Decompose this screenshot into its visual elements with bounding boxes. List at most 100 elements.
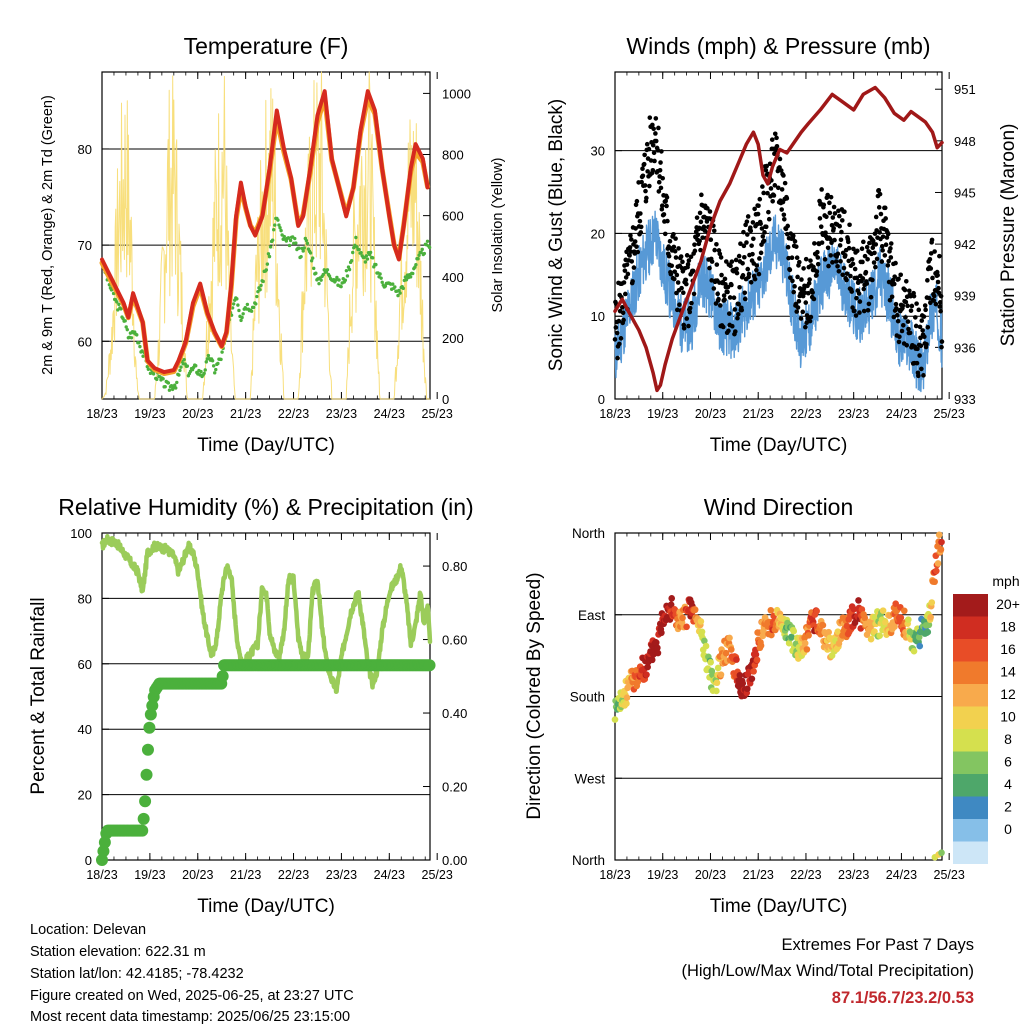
direction-point: [667, 601, 675, 608]
precip-point: [146, 699, 159, 712]
dewpoint-point: [236, 303, 240, 307]
gust-point: [723, 259, 729, 264]
dewpoint-point: [264, 268, 269, 272]
gust-point: [905, 303, 910, 309]
legend-label: 6: [1004, 754, 1012, 770]
gust-point: [664, 203, 669, 209]
gust-point: [779, 207, 784, 212]
direction-point: [698, 628, 706, 636]
gust-point: [865, 256, 870, 262]
gust-point: [803, 324, 808, 330]
gust-series: [612, 115, 945, 379]
gust-point: [736, 311, 741, 317]
gust-point: [634, 244, 639, 249]
gust-point: [742, 296, 748, 302]
gust-point: [660, 175, 665, 181]
gust-point: [933, 301, 939, 307]
x-tick-label: 18/23: [86, 868, 117, 882]
direction-point: [904, 616, 912, 623]
gust-point: [917, 353, 922, 358]
gust-point: [750, 251, 755, 257]
gust-point: [936, 285, 941, 291]
x-tick-label: 21/23: [230, 868, 261, 882]
gust-point: [844, 277, 849, 283]
gust-point: [772, 131, 778, 137]
gust-point: [880, 234, 886, 239]
dewpoint-point: [125, 327, 129, 332]
dewpoint-point: [231, 302, 236, 306]
gust-point: [628, 233, 633, 238]
gust-point: [786, 255, 791, 261]
direction-point: [892, 600, 899, 607]
gust-point: [659, 203, 665, 209]
gust-point: [638, 224, 644, 230]
gust-point: [828, 253, 833, 258]
legend-title: mph: [992, 573, 1019, 589]
gust-point: [931, 293, 937, 299]
gust-point: [621, 280, 627, 285]
gust-point: [861, 308, 867, 314]
gust-point: [859, 246, 865, 251]
dewpoint-point: [117, 302, 121, 307]
dewpoint-point: [148, 371, 153, 376]
dewpoint-point: [378, 272, 382, 276]
direction-point: [658, 629, 665, 637]
gust-point: [831, 226, 836, 231]
dewpoint-point: [337, 278, 341, 282]
gust-point: [846, 258, 852, 264]
y-right-tick-label: 933: [954, 392, 976, 407]
dewpoint-point: [305, 241, 310, 246]
gust-point: [888, 246, 893, 251]
precip-point: [96, 854, 108, 866]
gust-point: [900, 303, 906, 308]
gust-point: [802, 290, 808, 295]
gust-point: [742, 254, 747, 260]
gust-point: [842, 252, 848, 258]
gust-point: [755, 211, 761, 217]
gust-point: [658, 185, 664, 191]
gust-point: [920, 328, 925, 333]
direction-point: [644, 663, 651, 671]
direction-point: [788, 633, 795, 641]
y-right-axis-label: Station Pressure (Maroon): [998, 124, 1019, 347]
dewpoint-point: [237, 308, 241, 313]
precip-point: [136, 824, 149, 837]
direction-point: [748, 675, 756, 683]
gust-point: [763, 167, 769, 173]
gust-point: [613, 325, 619, 330]
gust-point: [902, 287, 908, 293]
gust-point: [870, 277, 875, 283]
direction-point: [861, 614, 869, 622]
gust-point: [731, 295, 737, 300]
gust-point: [672, 248, 678, 254]
dewpoint-point: [363, 260, 368, 264]
gust-point: [785, 223, 791, 229]
dewpoint-point: [396, 293, 400, 298]
dewpoint-point: [312, 266, 316, 271]
gust-point: [932, 249, 937, 254]
gust-point: [928, 266, 934, 271]
gust-point: [880, 248, 885, 253]
gust-point: [908, 293, 913, 299]
gust-point: [637, 218, 643, 224]
gust-point: [877, 230, 882, 235]
gust-point: [890, 277, 896, 283]
gust-point: [614, 330, 620, 336]
gust-point: [707, 209, 713, 214]
dewpoint-point: [230, 306, 235, 310]
gust-point: [616, 341, 622, 347]
plot-frame: [101, 71, 431, 400]
gust-point: [923, 307, 928, 313]
gust-point: [830, 260, 835, 265]
gust-point: [698, 247, 703, 253]
gust-point: [939, 339, 945, 344]
dewpoint-point: [161, 377, 165, 381]
direction-point: [736, 671, 744, 679]
gust-point: [827, 200, 832, 206]
y-tick-label: East: [578, 608, 605, 623]
gust-point: [787, 267, 793, 273]
latlon-text: Station lat/lon: 42.4185; -78.4232: [30, 966, 244, 982]
dewpoint-point: [309, 259, 314, 263]
gust-point: [921, 373, 926, 378]
gust-point: [926, 295, 932, 301]
